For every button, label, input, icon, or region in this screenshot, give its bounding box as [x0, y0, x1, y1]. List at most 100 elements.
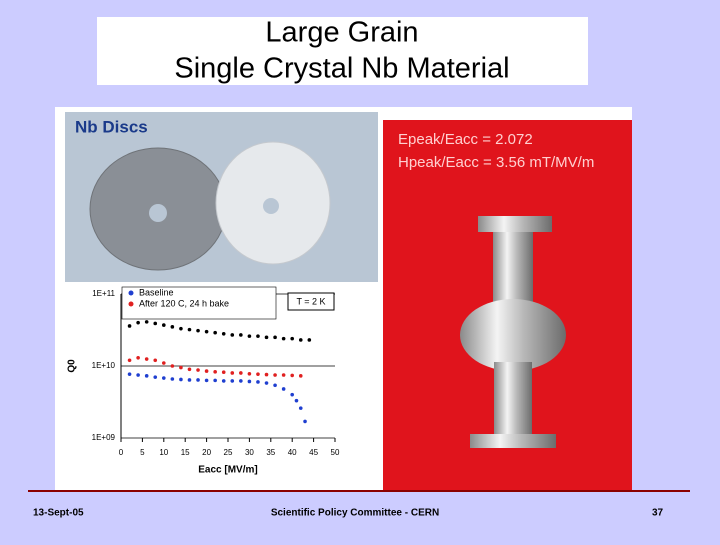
data-point	[136, 373, 140, 377]
data-point	[213, 330, 217, 335]
legend-marker	[128, 290, 134, 296]
data-point	[144, 357, 149, 361]
data-point	[264, 381, 269, 385]
data-point	[273, 373, 277, 377]
data-point	[221, 379, 226, 383]
data-point	[162, 361, 166, 365]
footer-text: Scientific Policy Committee - CERN	[271, 508, 439, 519]
x-tick-label: 50	[331, 448, 340, 457]
data-point	[230, 371, 235, 375]
photo-label: Hpeak/Eacc = 3.56 mT/MV/m	[398, 154, 594, 171]
data-point	[127, 324, 132, 328]
x-tick-label: 35	[266, 448, 275, 457]
data-point	[204, 378, 209, 383]
data-point	[290, 392, 295, 397]
data-point	[281, 387, 286, 391]
data-point	[281, 336, 286, 341]
data-point	[196, 368, 200, 372]
footer-date: 13-Sept-05	[33, 508, 84, 519]
data-point	[239, 371, 243, 375]
data-point	[290, 336, 295, 341]
data-point	[290, 373, 295, 378]
data-point	[136, 320, 140, 325]
data-point	[187, 378, 192, 382]
y-tick-label: 1E+11	[92, 289, 115, 298]
annotation: T = 2 K	[296, 296, 325, 306]
data-point	[162, 376, 166, 380]
data-point	[247, 334, 252, 338]
data-point	[144, 374, 149, 378]
data-point	[256, 334, 260, 338]
y-tick-label: 1E+10	[92, 361, 116, 370]
y-tick-label: 1E+09	[92, 433, 116, 442]
data-point	[187, 327, 192, 332]
data-point	[196, 378, 200, 382]
x-tick-label: 20	[202, 448, 211, 457]
beam-tube	[493, 232, 533, 312]
x-tick-label: 15	[181, 448, 190, 457]
disc-hole	[263, 198, 279, 214]
data-point	[213, 378, 217, 383]
data-point	[204, 369, 209, 373]
data-point	[264, 335, 269, 340]
x-tick-label: 5	[140, 448, 145, 457]
data-point	[273, 383, 277, 388]
slide-number: 37	[652, 508, 664, 519]
data-point	[221, 332, 226, 336]
data-point	[170, 377, 175, 381]
title: Large Grain	[265, 17, 418, 49]
data-point	[179, 365, 183, 370]
data-point	[213, 370, 217, 374]
legend-label: After 120 C, 24 h bake	[139, 298, 229, 308]
data-point	[298, 374, 303, 378]
cavity-cell	[460, 299, 566, 371]
data-point	[136, 355, 140, 360]
data-point	[153, 375, 158, 379]
data-point	[170, 364, 175, 368]
disc-hole	[149, 204, 167, 222]
data-point	[256, 380, 260, 384]
data-point	[256, 372, 260, 376]
data-point	[239, 379, 243, 383]
data-point	[204, 329, 209, 334]
x-tick-label: 0	[119, 448, 124, 457]
data-point	[187, 367, 192, 372]
x-tick-label: 30	[245, 448, 254, 457]
data-point	[294, 398, 299, 403]
data-point	[298, 338, 303, 342]
data-point	[247, 371, 252, 376]
data-point	[230, 333, 235, 337]
photo-label: Epeak/Eacc = 2.072	[398, 131, 533, 148]
data-point	[303, 419, 307, 424]
photo-label: Nb Discs	[75, 117, 148, 136]
data-point	[179, 377, 183, 382]
data-point	[298, 406, 303, 410]
title-box	[97, 17, 588, 85]
data-point	[153, 321, 158, 326]
x-axis-label: Eacc [MV/m]	[198, 465, 257, 476]
legend-label: Baseline	[139, 287, 174, 297]
annotation-box	[287, 292, 335, 311]
y-axis-label: Q0	[67, 359, 78, 373]
legend-box	[121, 286, 277, 320]
x-tick-label: 40	[288, 448, 297, 457]
data-point	[239, 333, 243, 337]
data-point	[144, 320, 149, 324]
flange	[470, 434, 556, 448]
data-point	[273, 335, 277, 340]
chart: 1E+09 1E+10 1E+11 0 5 10 15 20 25 30 35 40 45 50 Eacc …	[60, 283, 340, 476]
x-tick-label: 45	[309, 448, 318, 457]
data-point	[127, 372, 132, 376]
data-point	[153, 358, 158, 363]
title: Single Crystal Nb Material	[174, 53, 509, 85]
data-point	[179, 326, 183, 331]
data-point	[221, 370, 226, 375]
data-point	[230, 379, 235, 383]
data-point	[162, 323, 166, 327]
data-point	[281, 373, 286, 377]
data-point	[247, 379, 252, 384]
x-tick-label: 10	[159, 448, 168, 457]
data-point	[170, 325, 175, 329]
data-point	[196, 328, 200, 333]
